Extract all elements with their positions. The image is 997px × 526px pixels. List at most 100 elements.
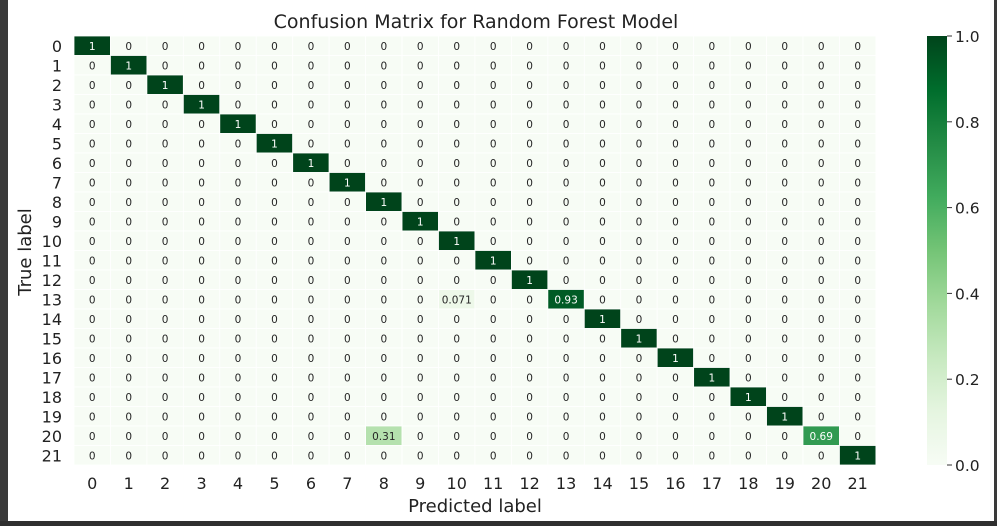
- heatmap-cell-label: 0: [380, 216, 387, 228]
- heatmap-cell-label: 0: [526, 333, 533, 345]
- y-tick-label: 18: [42, 388, 62, 407]
- heatmap-cell-label: 0: [563, 138, 570, 150]
- heatmap-cell-label: 0: [599, 236, 606, 248]
- heatmap-cell-label: 0: [709, 431, 716, 443]
- heatmap-cell-label: 0: [344, 158, 351, 170]
- heatmap-cell-label: 0: [235, 216, 242, 228]
- heatmap-cell-label: 0: [636, 294, 643, 306]
- heatmap-cell-label: 0: [308, 138, 315, 150]
- heatmap-cell-label: 0: [380, 236, 387, 248]
- heatmap-cell-label: 0: [308, 294, 315, 306]
- heatmap-cell-label: 0: [563, 158, 570, 170]
- heatmap-cell-label: 0: [526, 80, 533, 92]
- heatmap-cell-label: 1: [709, 372, 716, 384]
- heatmap-cell-label: 0: [344, 372, 351, 384]
- heatmap-cell-label: 0: [380, 255, 387, 267]
- heatmap-cell-label: 0: [709, 392, 716, 404]
- heatmap-cell-label: 0: [380, 138, 387, 150]
- heatmap-cell-label: 0: [198, 119, 205, 131]
- heatmap-cell-label: 0: [818, 333, 825, 345]
- heatmap-cell-label: 0: [490, 158, 497, 170]
- heatmap-cell-label: 0: [854, 197, 861, 209]
- heatmap-cell-label: 0: [490, 392, 497, 404]
- heatmap-cell-label: 0: [854, 177, 861, 189]
- heatmap-cell-label: 0: [344, 353, 351, 365]
- heatmap-cell-label: 0: [271, 177, 278, 189]
- heatmap-cell-label: 0: [89, 99, 96, 111]
- heatmap-cell-label: 0: [490, 119, 497, 131]
- heatmap-cell-label: 0: [125, 197, 132, 209]
- colorbar-tick-label: 0.2: [955, 371, 980, 389]
- x-tick-label: 4: [233, 474, 243, 493]
- x-tick-label: 5: [269, 474, 279, 493]
- heatmap-cell-label: 0: [235, 197, 242, 209]
- heatmap-cell-label: 0: [453, 138, 460, 150]
- heatmap-cell-label: 0: [526, 41, 533, 53]
- heatmap-cell-label: 0: [125, 99, 132, 111]
- heatmap-cell-label: 0: [745, 177, 752, 189]
- heatmap-cell-label: 0: [125, 372, 132, 384]
- heatmap-cell-label: 0: [308, 411, 315, 423]
- heatmap-cell-label: 0: [745, 236, 752, 248]
- heatmap-cell-label: 0: [453, 314, 460, 326]
- heatmap-cell-label: 0: [344, 119, 351, 131]
- heatmap-cell-label: 0: [162, 314, 169, 326]
- heatmap-cell-label: 0: [599, 255, 606, 267]
- heatmap-cell-label: 0: [235, 294, 242, 306]
- heatmap-cell-label: 0: [526, 119, 533, 131]
- heatmap-cell-label: 0: [636, 236, 643, 248]
- heatmap-cell-label: 0: [89, 411, 96, 423]
- heatmap-cell-label: 0: [781, 314, 788, 326]
- colorbar-tick-label: 0.4: [955, 285, 980, 303]
- heatmap-cell-label: 0: [709, 99, 716, 111]
- heatmap-cell-label: 0: [781, 255, 788, 267]
- heatmap-cell-label: 0: [526, 177, 533, 189]
- heatmap-cell-label: 0: [818, 41, 825, 53]
- x-tick-label: 10: [447, 474, 467, 493]
- heatmap-cell-label: 0: [308, 314, 315, 326]
- heatmap-cell-label: 0: [417, 275, 424, 287]
- heatmap-cell-label: 0: [490, 41, 497, 53]
- heatmap-cell-label: 0: [636, 372, 643, 384]
- heatmap-cell-label: 0: [526, 450, 533, 462]
- heatmap-cell-label: 1: [854, 450, 861, 462]
- chart-title: Confusion Matrix for Random Forest Model: [274, 11, 679, 33]
- heatmap-cell-label: 0: [526, 431, 533, 443]
- heatmap-cell-label: 1: [380, 197, 387, 209]
- heatmap-cell-label: 0: [198, 411, 205, 423]
- heatmap-cell-label: 0: [563, 236, 570, 248]
- heatmap-cell-label: 0: [490, 294, 497, 306]
- heatmap-cell-label: 0: [563, 411, 570, 423]
- y-tick-label: 3: [52, 95, 62, 114]
- heatmap-cell-label: 0: [818, 353, 825, 365]
- heatmap-cell-label: 0: [818, 275, 825, 287]
- x-tick-label: 18: [738, 474, 758, 493]
- heatmap-cell-label: 0: [198, 353, 205, 365]
- heatmap-cell-label: 0: [125, 275, 132, 287]
- heatmap-cell-label: 0: [344, 392, 351, 404]
- heatmap-cell-label: 0: [854, 236, 861, 248]
- heatmap-cell-label: 0: [125, 236, 132, 248]
- heatmap-cell-label: 0: [344, 99, 351, 111]
- heatmap-cell-label: 0: [453, 99, 460, 111]
- heatmap-cell-label: 0: [380, 41, 387, 53]
- heatmap-cell-label: 0: [89, 431, 96, 443]
- heatmap-cell-label: 0: [89, 294, 96, 306]
- heatmap-cell-label: 0: [636, 158, 643, 170]
- heatmap-cell-label: 0: [672, 255, 679, 267]
- heatmap-cell-label: 0: [271, 411, 278, 423]
- heatmap-cell-label: 0: [563, 450, 570, 462]
- heatmap-cell-label: 0: [745, 119, 752, 131]
- heatmap-cell-label: 0: [599, 450, 606, 462]
- heatmap-cell-label: 0: [417, 119, 424, 131]
- heatmap-cell-label: 0: [198, 275, 205, 287]
- heatmap-cell-label: 0: [745, 216, 752, 228]
- heatmap-cell-label: 0: [490, 411, 497, 423]
- heatmap-cell-label: 0: [271, 372, 278, 384]
- x-tick-label: 16: [665, 474, 685, 493]
- heatmap-cell-label: 0: [235, 450, 242, 462]
- x-tick-label: 20: [811, 474, 831, 493]
- y-tick-label: 16: [42, 349, 62, 368]
- heatmap-cell-label: 0: [599, 138, 606, 150]
